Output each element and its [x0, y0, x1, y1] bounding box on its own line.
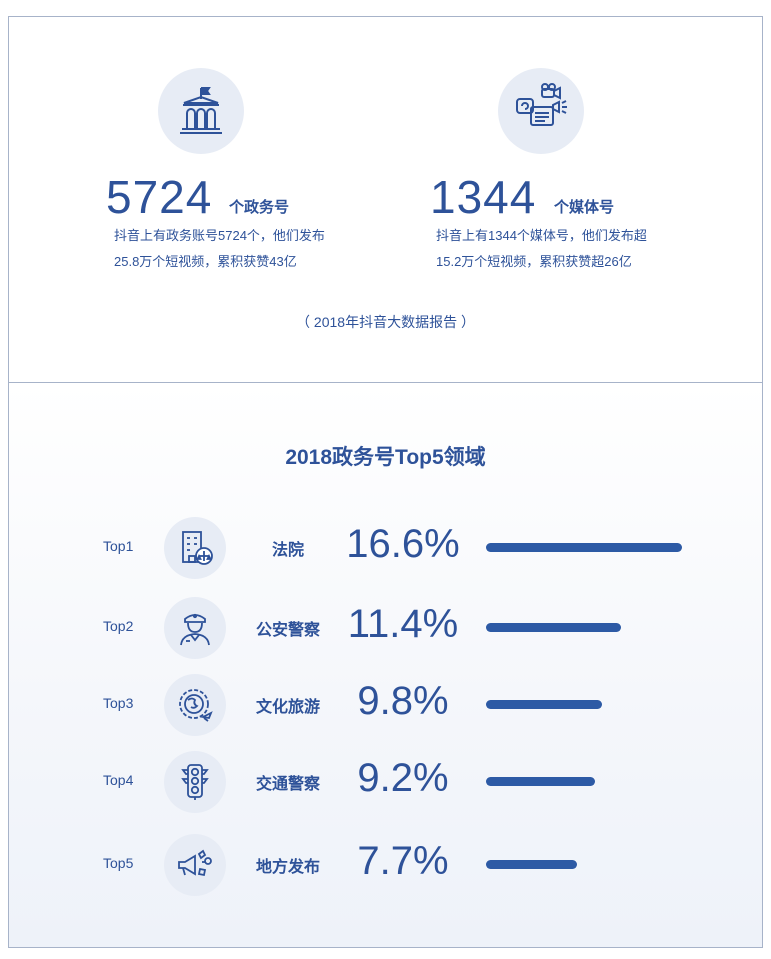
rank-row-4: Top4 交通警察 9.2%	[0, 751, 771, 813]
rank-label: Top3	[103, 695, 134, 711]
section-title: 2018政务号Top5领域	[285, 446, 486, 469]
globe-plane-icon	[164, 674, 226, 736]
rank-row-2: Top2 公安警察 11.4%	[0, 597, 771, 659]
rank-label: Top1	[103, 538, 134, 554]
category-label: 交通警察	[255, 776, 320, 793]
value-label: 7.7%	[357, 839, 449, 883]
bar-fill	[486, 543, 682, 552]
bar-fill	[486, 623, 621, 632]
gov-account-count: 5724	[106, 171, 213, 223]
gov-account-desc: 抖音上有政务账号5724个，他们发布 25.8万个短视频，累积获赞43亿	[114, 223, 325, 275]
media-camera-icon	[498, 68, 584, 154]
category-label: 文化旅游	[255, 699, 320, 716]
rank-row-5: Top5 地方发布 7.7%	[0, 834, 771, 896]
rank-label: Top2	[103, 618, 134, 634]
category-label: 法院	[271, 542, 304, 559]
police-officer-icon	[164, 597, 226, 659]
gov-desc-line2: 25.8万个短视频，累积获赞43亿	[114, 254, 297, 269]
gov-desc-line1: 抖音上有政务账号5724个，他们发布	[114, 228, 325, 243]
value-label: 9.8%	[357, 679, 449, 723]
bar-fill	[486, 777, 595, 786]
media-account-count: 1344	[430, 171, 537, 223]
data-source-note: （ 2018年抖音大数据报告 ）	[296, 314, 475, 330]
infographic-frame	[8, 16, 763, 948]
value-label: 9.2%	[357, 756, 449, 800]
media-desc-line1: 抖音上有1344个媒体号，他们发布超	[436, 228, 647, 243]
media-account-desc: 抖音上有1344个媒体号，他们发布超 15.2万个短视频，累积获赞超26亿	[436, 223, 647, 275]
government-building-icon	[158, 68, 244, 154]
top5-panel	[9, 383, 762, 947]
rank-label: Top4	[103, 772, 134, 788]
rank-row-1: Top1 法院 16.6%	[0, 517, 771, 579]
gov-account-unit: 个政务号	[229, 199, 290, 216]
rank-row-3: Top3 文化旅游 9.8%	[0, 674, 771, 736]
court-building-icon	[164, 517, 226, 579]
media-desc-line2: 15.2万个短视频，累积获赞超26亿	[436, 254, 632, 269]
category-label: 地方发布	[255, 859, 320, 876]
value-label: 11.4%	[347, 602, 459, 646]
category-label: 公安警察	[255, 622, 320, 639]
value-label: 16.6%	[346, 522, 460, 566]
media-account-unit: 个媒体号	[554, 199, 615, 216]
rank-label: Top5	[103, 855, 134, 871]
bar-fill	[486, 700, 602, 709]
bar-fill	[486, 860, 577, 869]
traffic-light-icon	[164, 751, 226, 813]
section-divider	[8, 382, 763, 383]
megaphone-icon	[164, 834, 226, 896]
